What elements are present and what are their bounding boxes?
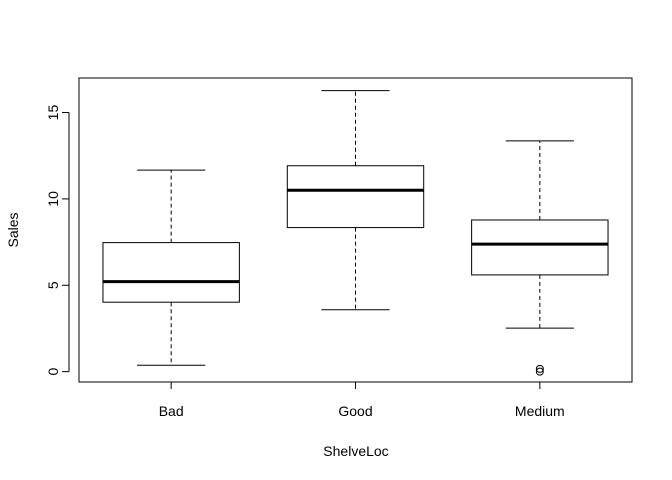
box-medium	[471, 219, 609, 276]
box-good	[286, 165, 425, 229]
x-axis: Bad Good Medium	[159, 381, 565, 419]
y-axis-title: Sales	[5, 212, 21, 247]
outlier-point-medium	[535, 367, 544, 376]
y-tick-label: 10	[45, 191, 61, 207]
x-axis-title: ShelveLoc	[323, 443, 388, 459]
box-group-bad	[102, 169, 240, 366]
box-bad	[102, 242, 240, 303]
y-tick-label: 5	[45, 281, 61, 289]
y-tick-label: 0	[45, 368, 61, 376]
y-axis: 0 5 10 15	[45, 105, 70, 376]
y-tick-label: 15	[45, 105, 61, 121]
x-tick-label: Medium	[515, 403, 565, 419]
box-group-medium	[471, 140, 609, 376]
x-tick-label: Bad	[159, 403, 184, 419]
boxplot-marks	[102, 90, 609, 376]
outlier-point-medium	[535, 364, 544, 373]
x-tick-label: Good	[338, 403, 372, 419]
box-group-good	[286, 90, 425, 311]
